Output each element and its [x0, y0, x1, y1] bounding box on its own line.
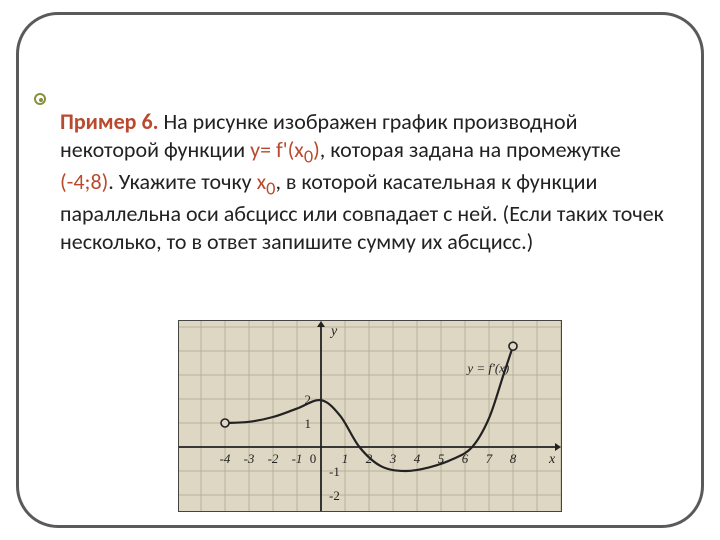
svg-text:-4: -4 [220, 451, 231, 466]
t-p1: y= f'(x [250, 136, 304, 163]
content-block: Пример 6. На рисунке изображен график пр… [60, 86, 670, 277]
t-x0: x0 [257, 168, 276, 195]
svg-text:4: 4 [414, 451, 421, 466]
t-p6: . Укажите точку [108, 168, 256, 195]
derivative-chart: -4-3-2-112345678012-1-2yxy = f'(x) [178, 320, 562, 512]
svg-text:-3: -3 [244, 451, 255, 466]
chart-svg: -4-3-2-112345678012-1-2yxy = f'(x) [179, 321, 561, 511]
t-formula: y= f'(x0) [250, 136, 320, 163]
t-p7: x [257, 168, 267, 195]
t-sub1: 0 [304, 145, 313, 167]
t-interval: (-4;8) [60, 168, 108, 195]
svg-text:y: y [329, 324, 338, 339]
svg-text:-2: -2 [329, 488, 340, 503]
svg-text:x: x [548, 452, 556, 467]
bullet-icon [34, 93, 46, 105]
svg-text:8: 8 [510, 451, 517, 466]
svg-text:-2: -2 [268, 451, 279, 466]
svg-text:-1: -1 [329, 464, 340, 479]
t-p3: ) [313, 136, 320, 163]
svg-text:1: 1 [342, 451, 349, 466]
bullet-dot [39, 98, 43, 102]
svg-text:-1: -1 [292, 451, 303, 466]
svg-text:7: 7 [486, 451, 493, 466]
svg-text:1: 1 [305, 416, 312, 431]
t-p4: , которая задана на промежутке [320, 136, 621, 163]
svg-text:0: 0 [310, 451, 317, 466]
problem-text: Пример 6. На рисунке изображен график пр… [60, 108, 670, 255]
example-heading: Пример 6. [60, 108, 158, 135]
svg-text:3: 3 [389, 451, 397, 466]
svg-text:y = f'(x): y = f'(x) [465, 361, 509, 376]
